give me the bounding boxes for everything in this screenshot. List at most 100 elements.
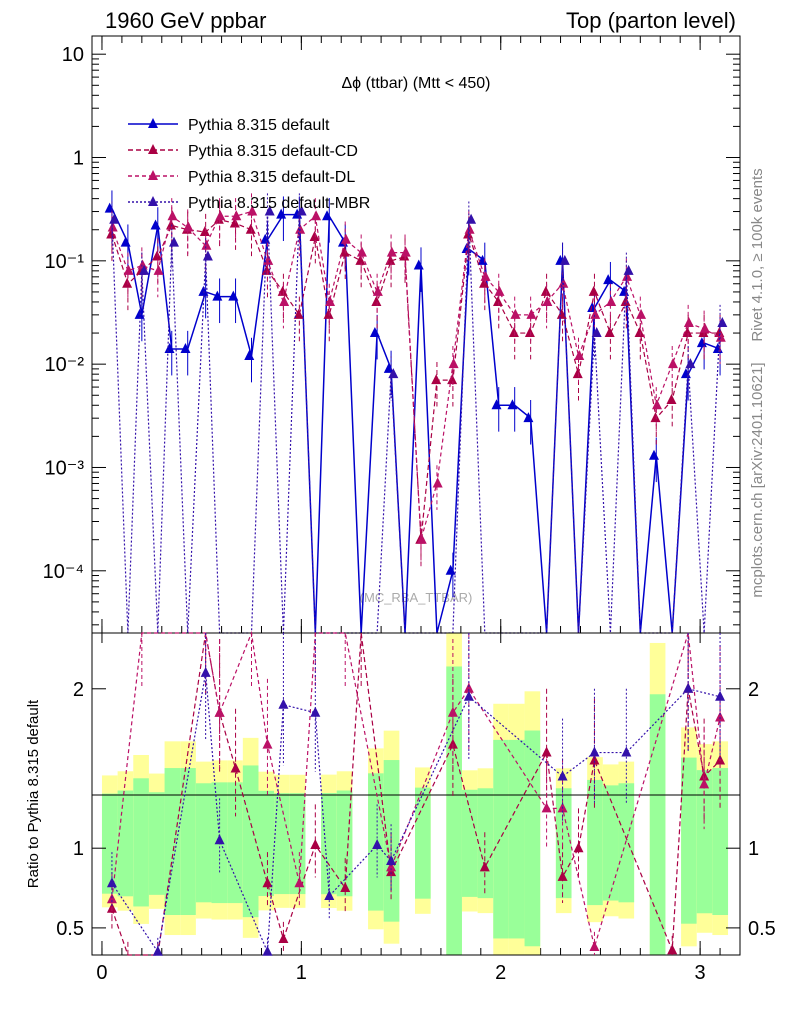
series-line bbox=[111, 208, 721, 634]
data-point bbox=[685, 358, 696, 369]
data-point bbox=[340, 233, 351, 244]
ratio-point bbox=[621, 746, 632, 757]
ratio-point bbox=[214, 706, 225, 717]
lower-frame bbox=[91, 632, 741, 956]
ratio-point bbox=[463, 690, 474, 701]
green-band bbox=[289, 793, 306, 895]
green-band bbox=[618, 783, 635, 903]
data-point bbox=[558, 277, 569, 288]
data-point bbox=[355, 254, 366, 265]
data-point bbox=[466, 213, 477, 224]
legend-entry: Pythia 8.315 default-MBR bbox=[188, 195, 370, 212]
green-band bbox=[649, 694, 666, 955]
data-point bbox=[247, 205, 258, 216]
data-point bbox=[494, 285, 505, 296]
data-point bbox=[683, 317, 694, 328]
data-point bbox=[261, 264, 272, 275]
ratio-point bbox=[106, 893, 117, 904]
data-point bbox=[682, 327, 693, 338]
data-point bbox=[309, 231, 320, 242]
y-tick-label: 10⁻⁴ bbox=[43, 561, 84, 583]
data-point bbox=[322, 210, 333, 221]
data-point bbox=[620, 295, 631, 306]
data-point bbox=[588, 285, 599, 296]
ratio-point bbox=[573, 842, 584, 853]
data-point bbox=[152, 250, 163, 261]
data-point bbox=[169, 236, 180, 247]
y-tick-label: 10⁻³ bbox=[45, 457, 85, 479]
data-point bbox=[464, 223, 475, 234]
ratio-point bbox=[557, 770, 568, 781]
data-point bbox=[383, 362, 394, 373]
data-point bbox=[323, 308, 334, 319]
green-band bbox=[602, 785, 619, 901]
ratio-y-tick-label: 2 bbox=[73, 679, 84, 701]
data-point bbox=[649, 449, 660, 460]
data-point bbox=[650, 412, 661, 423]
ratio-point bbox=[715, 711, 726, 722]
green-band bbox=[461, 789, 478, 897]
ratio-y-tick-label: 0.5 bbox=[56, 918, 84, 940]
upper-title: Δϕ (ttbar) (Mtt < 450) bbox=[341, 75, 490, 92]
green-band bbox=[493, 739, 509, 939]
ratio-point bbox=[310, 706, 321, 717]
data-point bbox=[167, 210, 178, 221]
data-point bbox=[231, 210, 242, 221]
ratio-point bbox=[699, 778, 710, 789]
green-band bbox=[117, 790, 134, 897]
data-point bbox=[491, 399, 502, 410]
y-tick-label: 10⁻² bbox=[45, 354, 85, 376]
data-point bbox=[604, 327, 615, 338]
series-line bbox=[111, 210, 721, 540]
data-point bbox=[510, 308, 521, 319]
ratio-point bbox=[106, 877, 117, 888]
data-point bbox=[371, 295, 382, 306]
green-band bbox=[133, 778, 149, 907]
ratio-point bbox=[278, 698, 289, 709]
ratio-series-2 bbox=[106, 633, 726, 956]
y-tick-label: 10 bbox=[62, 44, 84, 66]
ratio-point bbox=[262, 945, 273, 956]
data-point bbox=[164, 343, 175, 354]
ratio-point bbox=[589, 746, 600, 757]
data-point bbox=[445, 564, 456, 575]
ratio-point bbox=[557, 870, 568, 881]
data-point bbox=[666, 393, 677, 404]
ratio-point bbox=[152, 945, 163, 956]
data-point bbox=[479, 277, 490, 288]
ratio-point bbox=[463, 682, 474, 693]
green-band bbox=[712, 768, 729, 915]
ratio-point bbox=[447, 706, 458, 717]
header-right: Top (parton level) bbox=[566, 8, 736, 33]
data-point bbox=[199, 226, 210, 237]
data-point bbox=[245, 223, 256, 234]
data-point bbox=[431, 374, 442, 385]
ratio-y-tick-label: 2 bbox=[748, 679, 759, 701]
x-tick-label: 3 bbox=[695, 962, 706, 984]
data-point bbox=[198, 285, 209, 296]
data-point bbox=[556, 308, 567, 319]
legend-entry: Pythia 8.315 default-DL bbox=[188, 169, 355, 186]
ratio-point bbox=[479, 861, 490, 872]
data-point bbox=[416, 533, 427, 544]
data-point bbox=[202, 250, 213, 261]
green-band bbox=[524, 730, 541, 947]
green-band bbox=[587, 779, 603, 906]
ratio-point bbox=[589, 754, 600, 765]
data-point bbox=[104, 202, 115, 213]
green-band bbox=[508, 739, 525, 939]
green-band bbox=[258, 790, 275, 897]
data-point bbox=[106, 228, 117, 239]
ratio-point bbox=[667, 944, 678, 955]
ratio-y-tick-label: 1 bbox=[73, 838, 84, 860]
green-band bbox=[321, 793, 337, 895]
lower-panel: 0.5 0.5 1 1 2 2 Ratio to Pythia 8.315 default bbox=[25, 630, 776, 956]
legend-entry: Pythia 8.315 default-CD bbox=[188, 143, 358, 160]
data-point bbox=[372, 285, 383, 296]
legend-marker bbox=[148, 196, 158, 206]
green-band bbox=[681, 757, 697, 924]
series-2 bbox=[107, 193, 726, 567]
data-point bbox=[526, 308, 537, 319]
data-point bbox=[180, 343, 191, 354]
data-point bbox=[120, 236, 131, 247]
